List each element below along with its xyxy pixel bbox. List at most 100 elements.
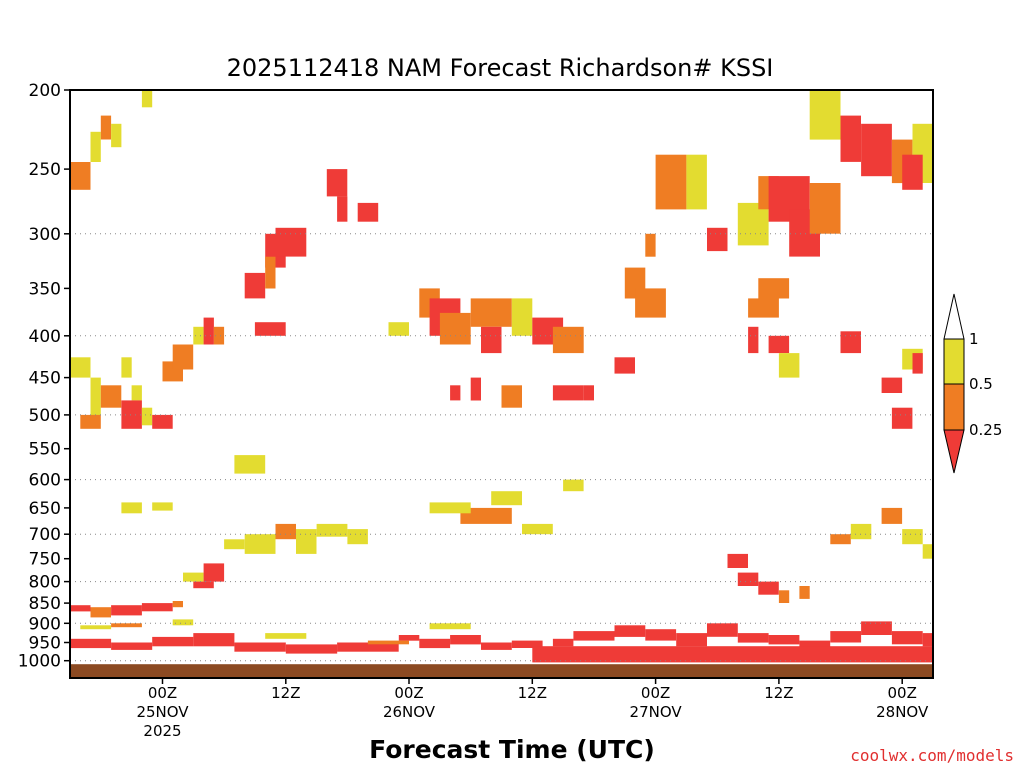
ri-cell [265, 633, 307, 639]
ri-cell [891, 631, 923, 645]
ri-cell [70, 162, 91, 190]
x-tick-label: 2025 [143, 722, 181, 740]
ri-cell [141, 603, 173, 612]
x-tick-label: 26NOV [383, 703, 436, 721]
colorbar-legend: 1 0.5 0.25 [943, 293, 1002, 474]
ri-cell [265, 256, 276, 289]
ri-cell [337, 196, 348, 222]
ri-cell [275, 523, 296, 540]
ri-cell [861, 621, 892, 635]
legend-swatch-0.25-0.5 [943, 383, 965, 431]
ri-cell [778, 590, 790, 603]
y-tick-label: 400 [29, 327, 61, 347]
x-axis-label: Forecast Time (UTC) [369, 735, 655, 764]
ri-cell [552, 326, 584, 354]
ri-cell [850, 523, 872, 540]
ri-cell [439, 312, 471, 345]
ri-cell [552, 638, 574, 647]
ri-cell [193, 581, 214, 589]
ri-cell [922, 544, 933, 559]
ri-cell [152, 414, 173, 429]
ri-cell [141, 90, 153, 108]
ri-cell [891, 407, 913, 429]
ri-cell [429, 623, 471, 630]
ri-cell [121, 400, 142, 429]
ri-cell [121, 502, 142, 514]
ri-cell [111, 605, 142, 616]
x-tick-label: 00Z [641, 684, 670, 702]
ri-cell [172, 619, 194, 626]
ri-cell [141, 407, 153, 426]
ri-cell [470, 377, 481, 401]
ri-cell [296, 529, 317, 554]
y-tick-label: 900 [29, 614, 61, 634]
ri-cell [203, 317, 214, 345]
ri-cell [522, 523, 553, 535]
ri-cell [501, 385, 522, 408]
ri-cell [316, 523, 348, 537]
ri-cell [707, 623, 738, 637]
ri-cell [152, 636, 194, 647]
x-tick-label: 12Z [271, 684, 300, 702]
ri-cell [707, 227, 728, 252]
legend-level-label: 0.5 [969, 375, 993, 393]
ri-cell [727, 553, 748, 568]
ri-cell [429, 502, 471, 514]
ri-cell [511, 298, 533, 336]
legend-swatch-0.5-1 [943, 338, 965, 385]
ri-cell [758, 278, 790, 299]
ri-cell [768, 335, 790, 354]
ri-cell [655, 154, 687, 210]
ri-cell [902, 154, 923, 190]
ri-cell [100, 115, 112, 140]
y-tick-label: 700 [29, 525, 61, 545]
ri-cell [80, 414, 101, 429]
ri-cell [830, 534, 851, 545]
ri-cell [481, 642, 512, 650]
ri-cell [768, 635, 800, 645]
y-tick-label: 950 [29, 634, 61, 654]
legend-swatch-above-1 [943, 293, 965, 340]
ri-cell [573, 631, 615, 641]
x-tick-label: 25NOV [136, 703, 189, 721]
ri-cell [552, 385, 584, 401]
ri-cell [470, 298, 512, 327]
x-tick-label: 12Z [764, 684, 793, 702]
y-tick-label: 650 [29, 499, 61, 519]
ri-cell [80, 625, 112, 630]
ri-cell [100, 385, 122, 408]
ri-cell [254, 322, 286, 336]
ri-cell [275, 227, 307, 257]
ri-cell [203, 563, 225, 582]
legend-level-label: 1 [969, 330, 979, 348]
ri-cell [183, 572, 204, 582]
ri-cell [213, 326, 225, 345]
ri-cell [686, 154, 707, 210]
ri-cell [326, 169, 348, 197]
ri-cell [193, 633, 235, 647]
ri-cell [172, 344, 194, 370]
ri-cell [70, 638, 112, 649]
ri-cell [809, 183, 841, 234]
ri-cell [419, 638, 451, 649]
ri-cell [737, 633, 769, 643]
x-tick-label: 12Z [518, 684, 547, 702]
x-tick-label: 00Z [888, 684, 917, 702]
ri-cell [809, 90, 841, 140]
y-tick-label: 450 [29, 369, 61, 389]
ri-cell [357, 202, 379, 222]
chart-title: 2025112418 NAM Forecast Richardson# KSSI [227, 54, 774, 82]
y-tick-label: 300 [29, 225, 61, 245]
ri-cell [491, 491, 522, 506]
ri-cell [748, 326, 759, 354]
ri-cell [152, 502, 173, 511]
ri-cell [532, 646, 933, 663]
ri-cell [121, 357, 132, 378]
y-tick-label: 600 [29, 471, 61, 491]
ri-cell [234, 642, 286, 652]
x-tick-label: 28NOV [876, 703, 929, 721]
ri-cell [840, 331, 861, 354]
y-tick-label: 200 [29, 81, 61, 101]
